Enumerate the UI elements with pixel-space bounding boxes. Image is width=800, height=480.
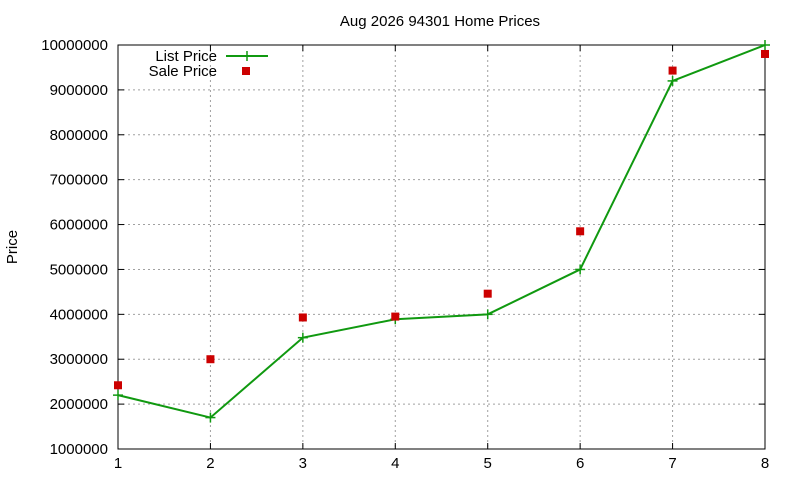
- legend-swatch-sale-price: [242, 67, 250, 75]
- x-tick-label: 5: [484, 455, 492, 472]
- sale-price-point: [483, 289, 492, 298]
- x-tick-label: 6: [576, 455, 584, 472]
- y-tick-label: 2000000: [50, 396, 108, 413]
- tick-labels: 1 2 3 4 5 6 7 8 1000000 2000000 3000000 4000000 5000…: [41, 37, 769, 472]
- list-price-point: [760, 40, 770, 50]
- x-tick-label: 3: [299, 455, 307, 472]
- chart-title: Aug 2026 94301 Home Prices: [340, 13, 540, 30]
- sale-price-point: [668, 66, 677, 75]
- list-price-point: [205, 412, 216, 423]
- list-price-point: [482, 309, 493, 320]
- sale-price-point: [391, 312, 400, 321]
- sale-price-point: [761, 49, 769, 58]
- x-tick-label: 7: [668, 455, 676, 472]
- y-tick-label: 7000000: [50, 172, 108, 189]
- list-price-point: [667, 75, 678, 86]
- list-price-point: [575, 264, 586, 275]
- y-tick-label: 3000000: [50, 351, 108, 368]
- list-price-point: [297, 332, 308, 343]
- y-tick-label: 8000000: [50, 127, 108, 144]
- axis-ticks: [117, 44, 766, 450]
- list-price-line: [117, 44, 766, 419]
- sale-price-point: [576, 227, 585, 236]
- sale-price-point: [206, 355, 215, 364]
- x-tick-label: 2: [206, 455, 214, 472]
- y-tick-label: 4000000: [50, 306, 108, 323]
- y-tick-label: 5000000: [50, 261, 108, 278]
- sale-price-point: [114, 381, 122, 390]
- y-tick-label: 1000000: [50, 441, 108, 458]
- y-tick-label: 10000000: [41, 37, 108, 54]
- series: [113, 40, 770, 423]
- legend: List Price Sale Price: [149, 48, 268, 80]
- plot-border: [117, 44, 766, 450]
- x-tick-label: 4: [391, 455, 399, 472]
- y-tick-label: 9000000: [50, 82, 108, 99]
- legend-label-sale-price: Sale Price: [149, 63, 217, 80]
- x-tick-label: 8: [761, 455, 769, 472]
- sale-price-point: [298, 313, 307, 322]
- y-axis-title: Price: [4, 230, 21, 264]
- x-tick-label: 1: [114, 455, 122, 472]
- grid: [118, 45, 765, 449]
- y-tick-label: 6000000: [50, 217, 108, 234]
- legend-label-list-price: List Price: [155, 48, 217, 65]
- list-price-point: [113, 390, 123, 401]
